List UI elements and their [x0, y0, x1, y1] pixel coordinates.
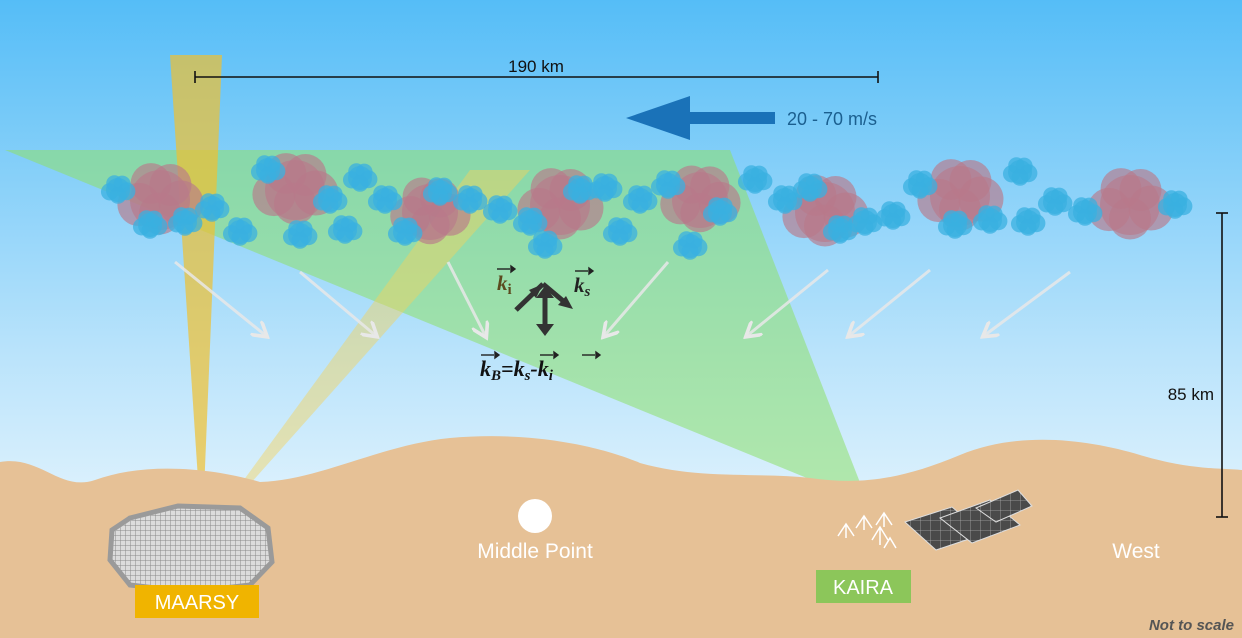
- middle-point-label: Middle Point: [477, 540, 593, 563]
- middle-point-marker: [518, 499, 552, 533]
- wind-speed-label: 20 - 70 m/s: [787, 109, 877, 129]
- maarsy-antenna-array: [110, 506, 272, 592]
- west-label: West: [1112, 540, 1160, 563]
- kaira-label: KAIRA: [833, 577, 894, 599]
- maarsy-label: MAARSY: [155, 592, 239, 614]
- scale-footnote: Not to scale: [1149, 617, 1234, 634]
- altitude-label: 85 km: [1168, 385, 1214, 404]
- distance-label: 190 km: [508, 57, 564, 76]
